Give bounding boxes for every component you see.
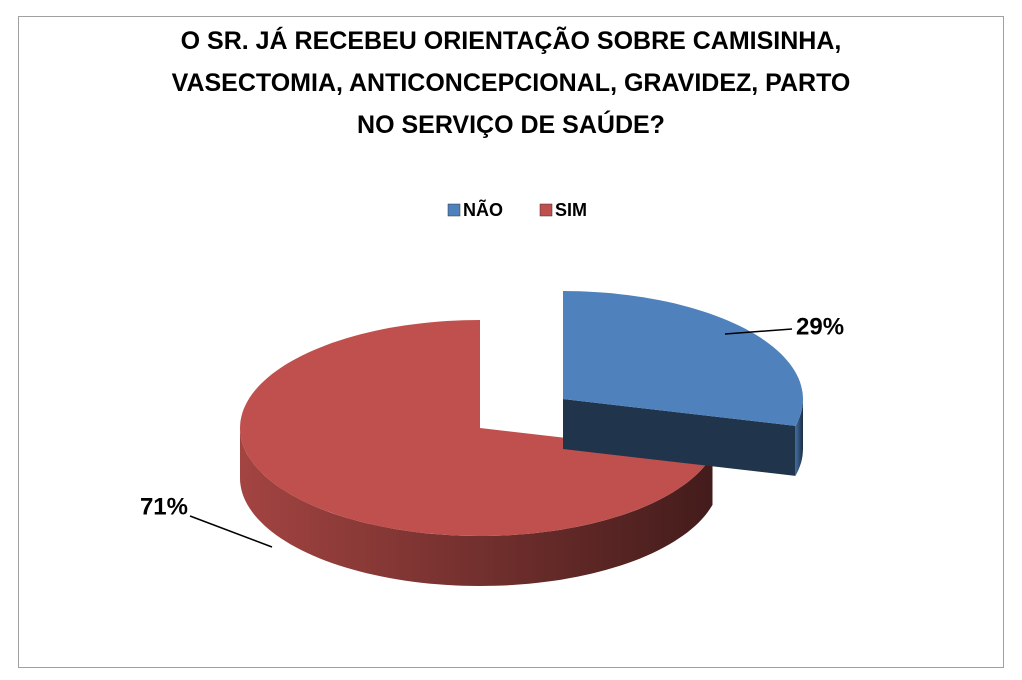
data-label: 29%	[796, 313, 844, 340]
legend-label: NÃO	[463, 199, 503, 220]
legend-label: SIM	[555, 200, 587, 220]
legend-swatch	[447, 203, 461, 217]
slice-side	[795, 399, 803, 476]
slice	[240, 320, 713, 536]
leader-line	[189, 515, 273, 548]
slice-side	[240, 428, 713, 586]
title-box: O SR. JÁ RECEBEU ORIENTAÇÃO SOBRE CAMISI…	[0, 20, 1022, 146]
chart-frame	[18, 16, 1004, 668]
slice	[563, 291, 803, 426]
data-label: 71%	[140, 493, 188, 520]
chart-title: O SR. JÁ RECEBEU ORIENTAÇÃO SOBRE CAMISI…	[171, 27, 851, 139]
legend-swatch	[539, 203, 553, 217]
leader-line	[724, 328, 793, 335]
slice-wall	[563, 399, 796, 476]
